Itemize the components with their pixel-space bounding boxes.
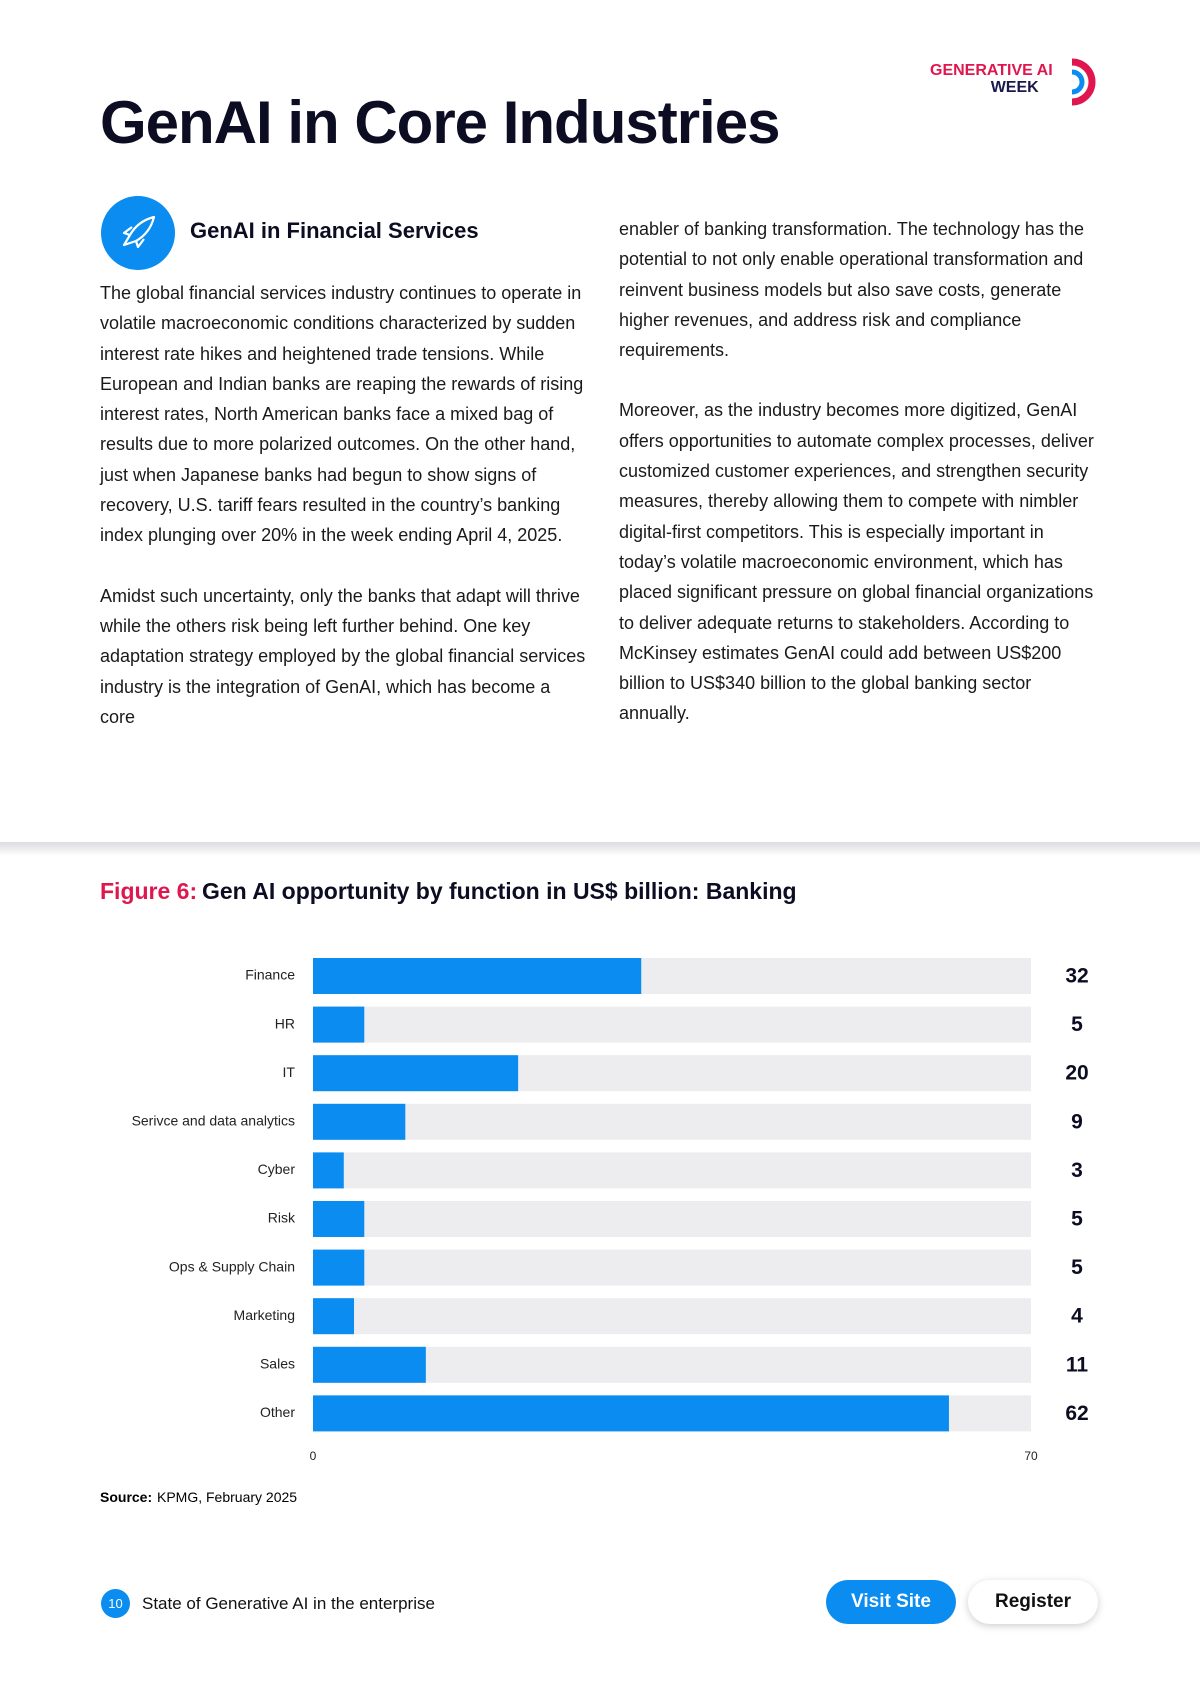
footer-text: State of Generative AI in the enterprise: [142, 1594, 435, 1613]
bar: [313, 1395, 949, 1432]
bar: [313, 1103, 406, 1140]
divider: [0, 842, 1200, 856]
source-label: Source:: [100, 1489, 152, 1505]
x-tick-label: 70: [1024, 1449, 1038, 1463]
value-label: 4: [1071, 1305, 1083, 1328]
bar: [313, 1346, 426, 1383]
value-label: 5: [1071, 1013, 1083, 1036]
section-heading: GenAI in Financial Services: [190, 218, 479, 243]
value-label: 9: [1071, 1110, 1083, 1133]
paragraph: Amidst such uncertainty, only the banks …: [100, 585, 586, 727]
bar: [313, 1249, 365, 1286]
value-label: 5: [1071, 1256, 1083, 1279]
paragraph: enabler of banking transformation. The t…: [619, 219, 1084, 361]
bar-track: [313, 1006, 1031, 1043]
category-label: Ops & Supply Chain: [169, 1258, 295, 1274]
category-label: Serivce and data analytics: [132, 1113, 295, 1129]
category-label: HR: [275, 1015, 295, 1031]
paragraph: The global financial services industry c…: [100, 283, 584, 546]
bar: [313, 958, 642, 994]
figure-label: Figure 6:: [100, 878, 197, 904]
category-label: Finance: [245, 967, 295, 983]
category-label: Sales: [260, 1356, 295, 1372]
logo-text: GENERATIVE AI: [930, 62, 1053, 79]
icon: [101, 196, 175, 270]
x-tick-label: 0: [310, 1449, 317, 1463]
category-label: IT: [283, 1064, 296, 1080]
bar: [313, 1298, 355, 1335]
category-label: Other: [260, 1404, 295, 1420]
value-label: 32: [1065, 965, 1088, 988]
visit-site-button[interactable]: Visit Site: [826, 1580, 956, 1624]
value-label: 11: [1066, 1353, 1089, 1376]
bar: [313, 1201, 365, 1237]
bar-track: [313, 1249, 1031, 1286]
right-column: enabler of banking transformation. The t…: [619, 214, 1101, 759]
bar: [313, 1055, 519, 1092]
value-label: 5: [1071, 1208, 1083, 1231]
bar-track: [313, 1103, 1031, 1140]
value-label: 3: [1071, 1159, 1083, 1182]
left-column: The global financial services industry c…: [100, 278, 586, 762]
bar: [313, 1006, 365, 1043]
logo: GENERATIVE AI WEEK: [930, 62, 1053, 96]
bar-track: [313, 1298, 1031, 1335]
register-button[interactable]: Register: [968, 1580, 1098, 1624]
category-label: Risk: [268, 1210, 296, 1226]
category-label: Marketing: [234, 1307, 295, 1323]
bar-track: [313, 1201, 1031, 1237]
value-label: 62: [1065, 1402, 1088, 1425]
bar-track: [313, 1152, 1031, 1189]
logo-mark: [1071, 58, 1096, 106]
logo-text: WEEK: [990, 79, 1039, 96]
page-title: GenAI in Core Industries: [100, 89, 780, 156]
bar-track: [313, 1346, 1031, 1383]
chart: Figure 6: Gen AI opportunity by function…: [100, 878, 1089, 1505]
page-number: 10: [101, 1589, 130, 1618]
chart-title: Gen AI opportunity by function in US$ bi…: [202, 878, 797, 904]
source: KPMG, February 2025: [157, 1489, 297, 1505]
category-label: Cyber: [258, 1161, 296, 1177]
paragraph: Moreover, as the industry becomes more d…: [619, 400, 1094, 724]
value-label: 20: [1065, 1062, 1088, 1085]
bar: [313, 1152, 344, 1189]
